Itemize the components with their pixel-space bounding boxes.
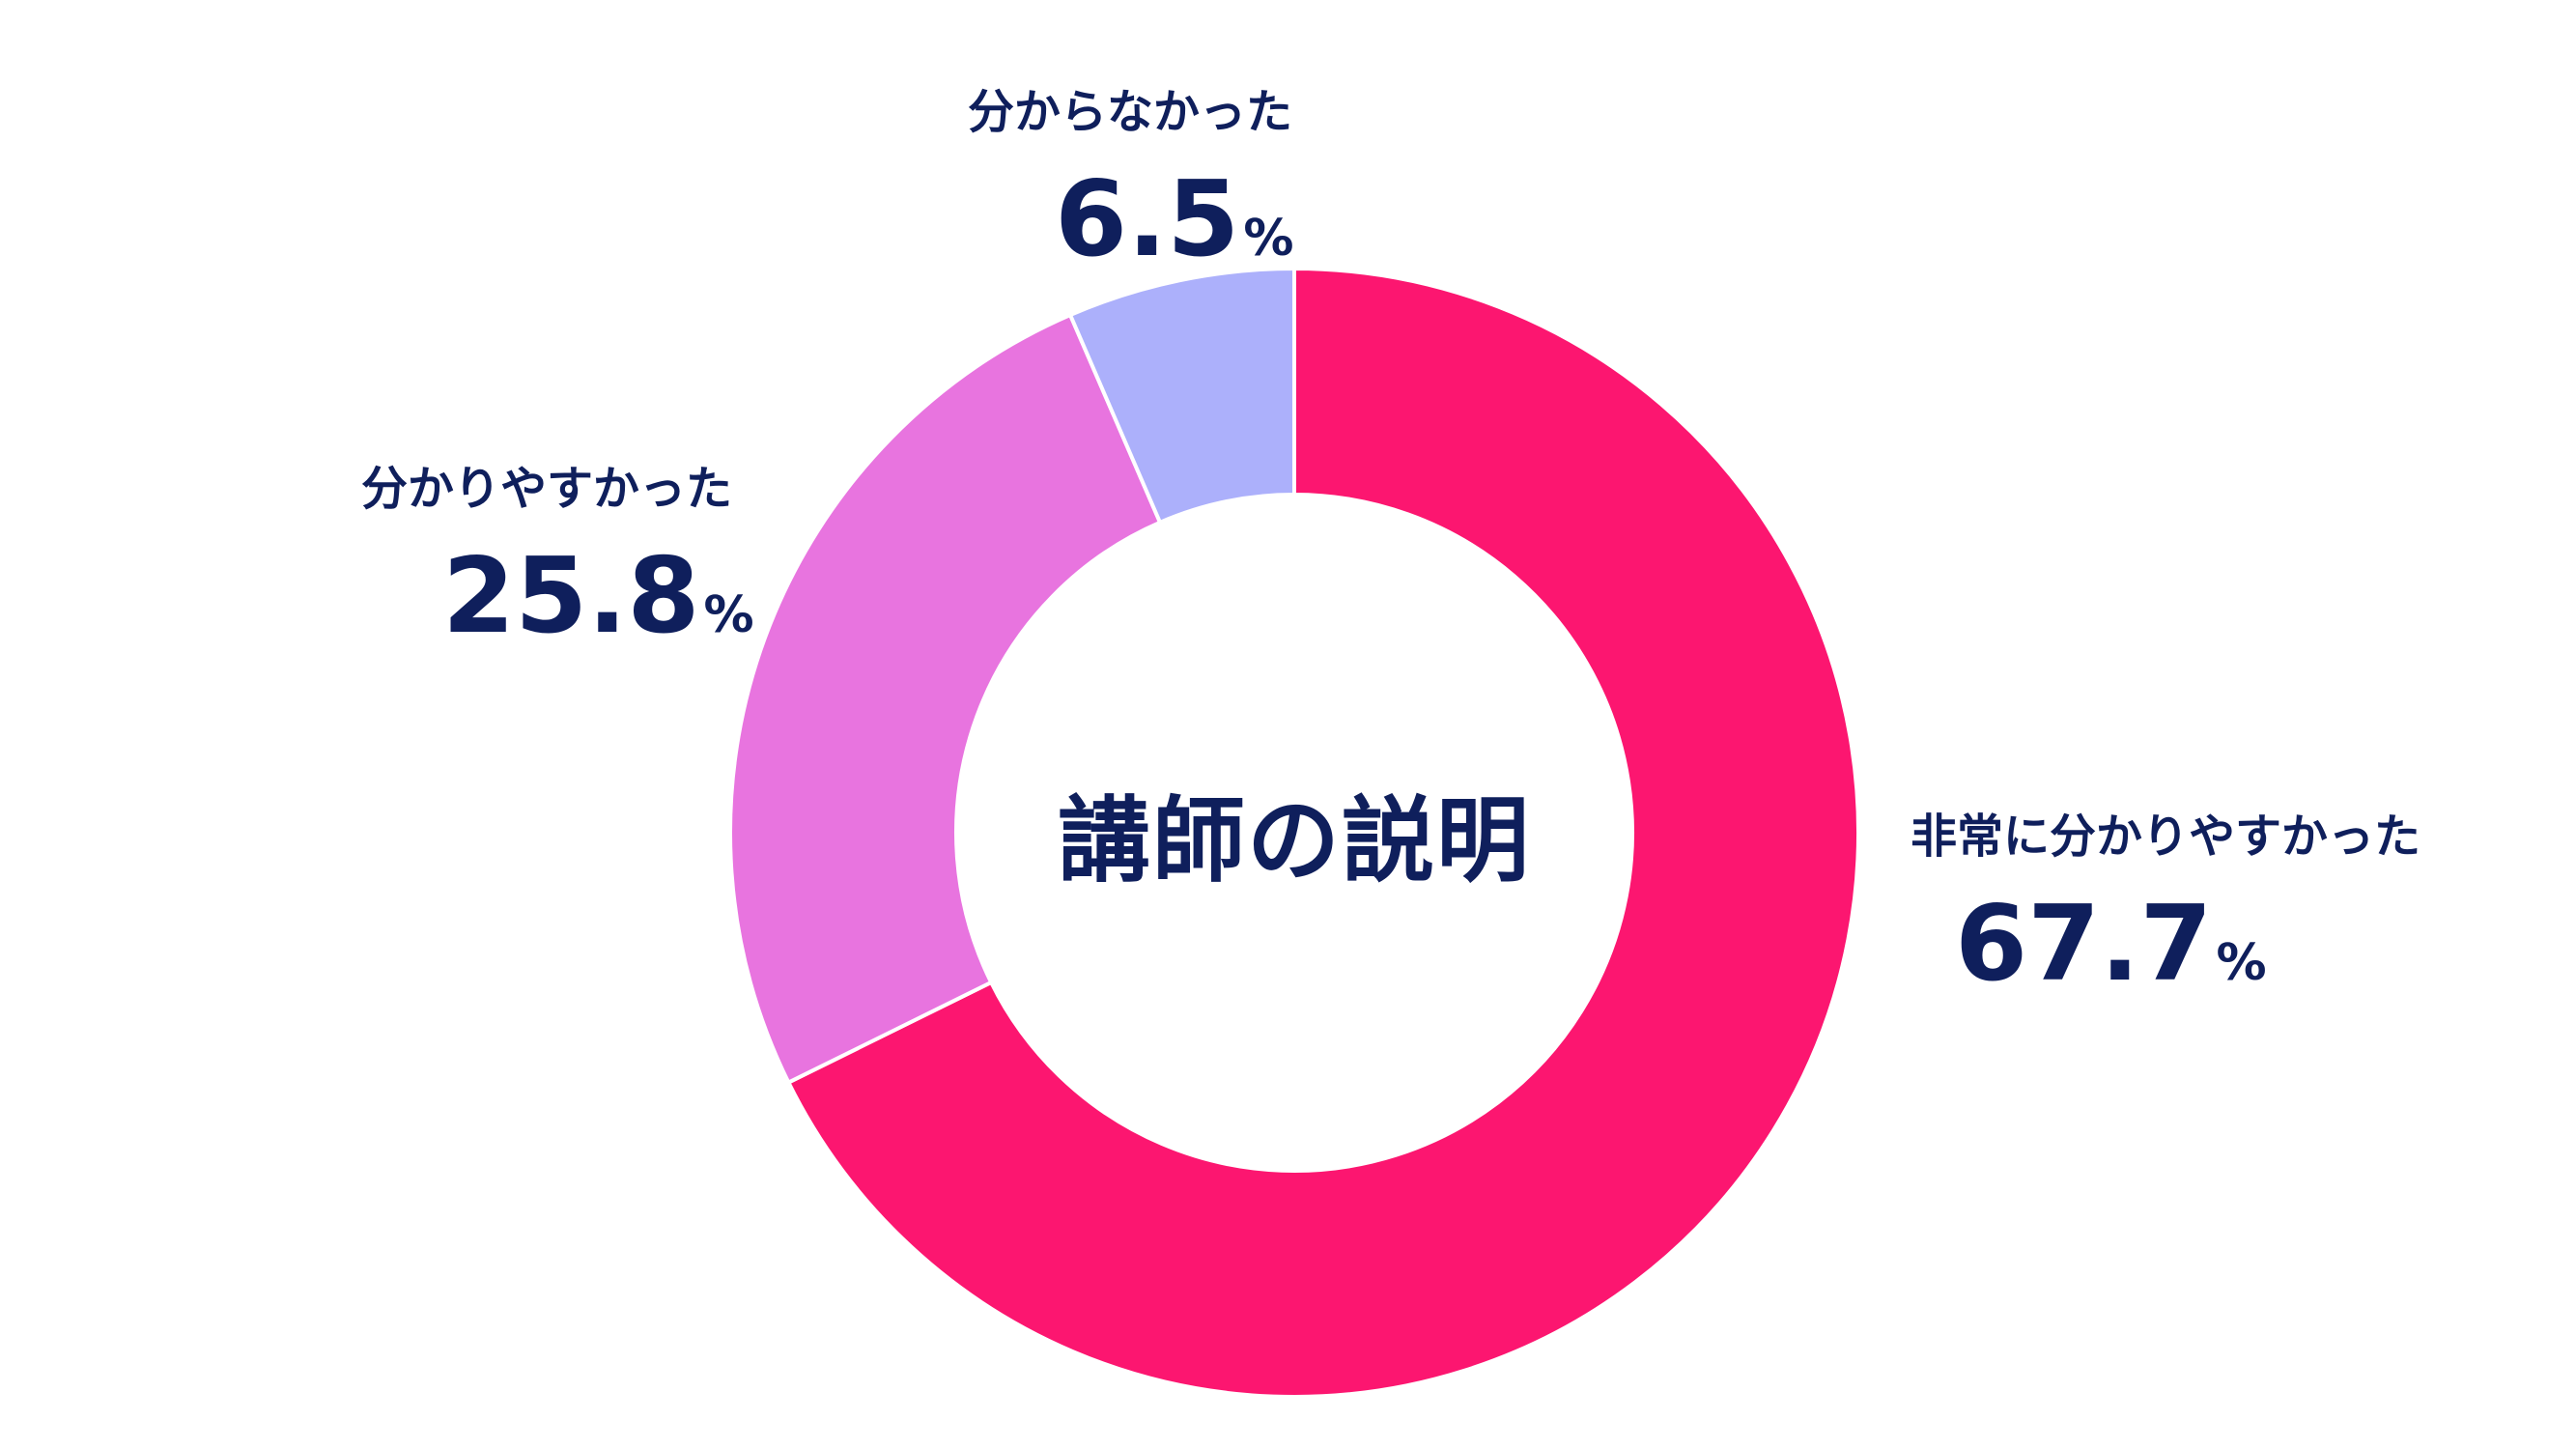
chart-center-title: 講師の説明 (1058, 786, 1531, 895)
donut-slice-1 (728, 312, 1163, 1086)
donut-slices (728, 266, 1860, 1399)
slice-label-clear: 分かりやすかった 25.8% (361, 450, 754, 649)
slice-label-percent: 25.8% (442, 536, 754, 657)
slice-label-percent: 67.7% (1955, 884, 2267, 1005)
slice-label-name: 分かりやすかった (361, 462, 733, 516)
slice-label-name: 非常に分かりやすかった (1911, 810, 2421, 864)
donut-slice-0 (785, 266, 1860, 1399)
slice-label-percent: 6.5% (1055, 159, 1294, 280)
slice-label-unclear: 分からなかった 6.5% (968, 73, 1293, 272)
donut-slice-2 (1067, 266, 1296, 526)
slice-label-very-clear: 非常に分かりやすかった 67.7% (1911, 798, 2420, 997)
slice-label-name: 分からなかった (968, 85, 1293, 139)
